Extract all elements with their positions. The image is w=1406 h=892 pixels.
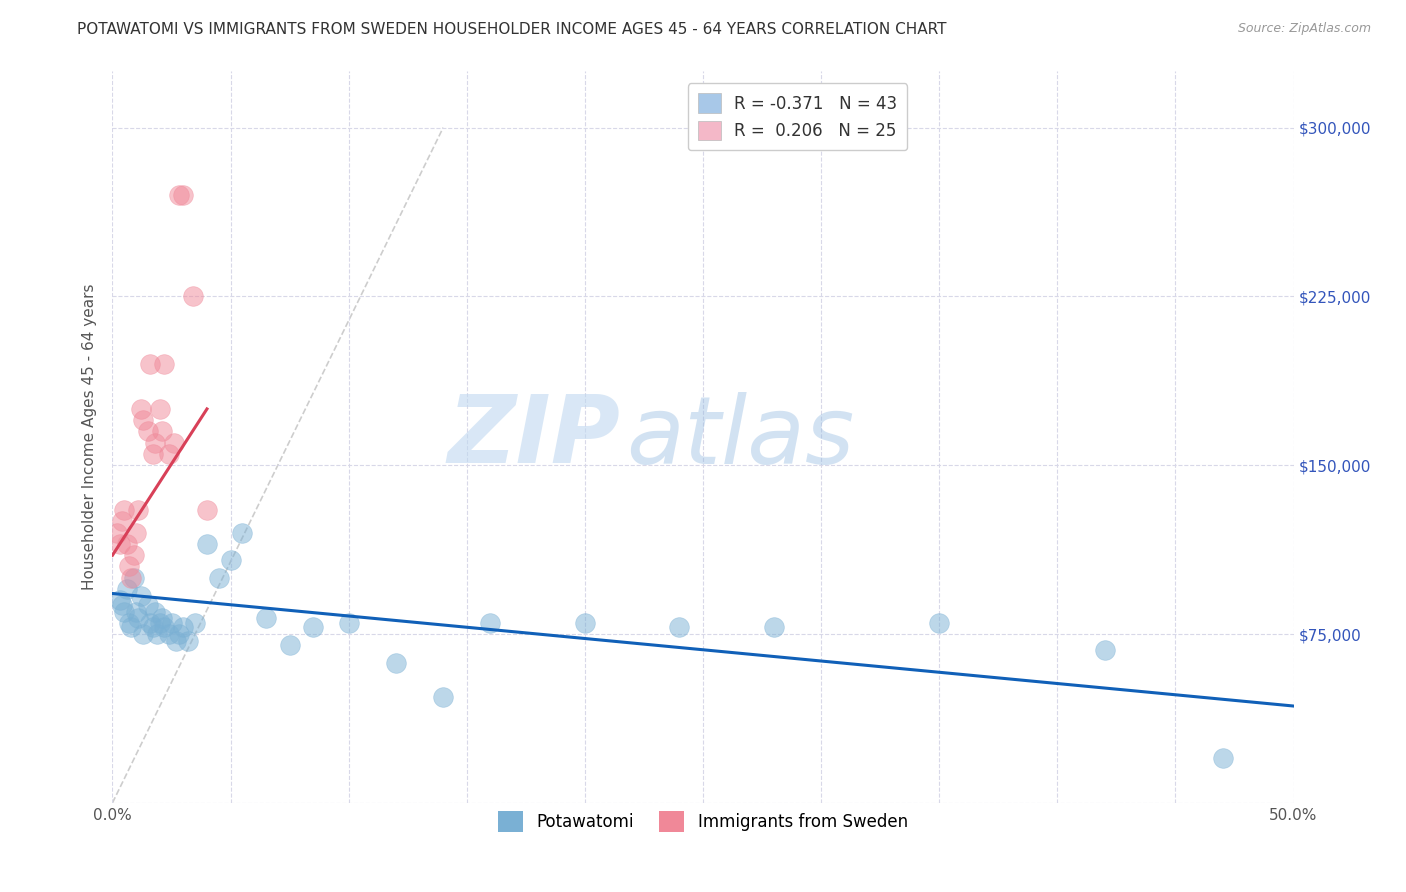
Point [142,447,165,461]
Point [122,548,145,562]
Point [172,620,194,634]
Point [143,605,166,619]
Point [574,615,596,630]
Point [136,425,159,439]
Point [157,447,180,461]
Point [177,633,200,648]
Text: ZIP: ZIP [447,391,620,483]
Point [167,188,190,202]
Point [668,620,690,634]
Point [150,611,173,625]
Point [108,537,131,551]
Point [762,620,785,634]
Point [108,593,131,607]
Point [127,503,149,517]
Point [302,620,325,634]
Point [111,515,134,529]
Point [149,615,172,630]
Point [149,401,172,416]
Point [254,611,277,625]
Point [112,503,135,517]
Point [132,413,155,427]
Point [132,627,155,641]
Point [231,525,253,540]
Point [160,615,183,630]
Point [278,638,301,652]
Text: atlas: atlas [626,392,855,483]
Point [165,633,187,648]
Point [167,627,190,641]
Point [125,605,148,619]
Point [181,289,204,303]
Point [184,615,207,630]
Point [127,611,149,625]
Y-axis label: Householder Income Ages 45 - 64 years: Householder Income Ages 45 - 64 years [82,284,97,591]
Point [172,188,194,202]
Point [118,615,141,630]
Text: POTAWATOMI VS IMMIGRANTS FROM SWEDEN HOUSEHOLDER INCOME AGES 45 - 64 YEARS CORRE: POTAWATOMI VS IMMIGRANTS FROM SWEDEN HOU… [77,22,946,37]
Point [129,589,152,603]
Legend: Potawatomi, Immigrants from Sweden: Potawatomi, Immigrants from Sweden [492,805,914,838]
Point [337,615,360,630]
Point [146,627,169,641]
Point [1094,642,1116,657]
Point [129,401,152,416]
Point [112,605,135,619]
Point [115,537,138,551]
Point [115,582,138,596]
Point [219,553,242,567]
Point [432,690,454,704]
Point [125,525,148,540]
Point [208,571,231,585]
Point [118,559,141,574]
Point [928,615,950,630]
Text: Source: ZipAtlas.com: Source: ZipAtlas.com [1237,22,1371,36]
Point [153,620,176,634]
Point [139,357,162,371]
Point [105,525,128,540]
Point [479,615,502,630]
Point [157,627,180,641]
Point [150,425,173,439]
Point [153,357,176,371]
Point [122,571,145,585]
Point [1212,751,1234,765]
Point [111,598,134,612]
Point [195,503,218,517]
Point [195,537,218,551]
Point [120,620,142,634]
Point [136,598,159,612]
Point [139,615,162,630]
Point [163,435,186,450]
Point [385,657,408,671]
Point [143,435,166,450]
Point [142,620,165,634]
Point [120,571,142,585]
